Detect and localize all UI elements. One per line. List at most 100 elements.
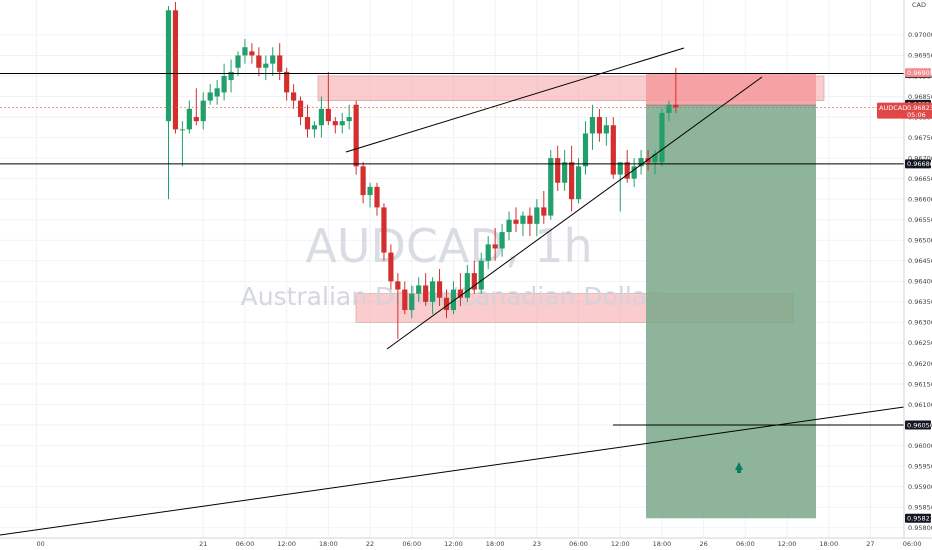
price-tags: 0.969060.969050.96829AUDCAD0.9682305:060… (877, 68, 932, 523)
candle-body (360, 166, 366, 196)
candle-body (631, 166, 637, 179)
candle-body (575, 166, 582, 200)
candle-body (638, 158, 644, 167)
tag-position-target-bg (905, 513, 931, 523)
time-tick-label: 18:00 (486, 540, 505, 548)
candle-body (200, 100, 206, 122)
candle-body (346, 117, 352, 122)
tag-position-target: 0.95823 (907, 515, 932, 523)
candle-body (165, 10, 172, 122)
time-tick-label: 06:00 (569, 540, 588, 548)
time-tick-label: 23 (533, 540, 541, 548)
candle-body (332, 121, 338, 126)
candle-body (416, 285, 422, 294)
time-tick-label: 12:00 (778, 540, 797, 548)
candle-body (221, 75, 227, 93)
arrow-up-icon (735, 462, 743, 473)
candle-body (569, 162, 575, 200)
time-tick-label: 18:00 (819, 540, 838, 548)
candle-body (430, 281, 436, 302)
time-tick-label: 27 (866, 540, 874, 548)
candle-body (666, 104, 672, 113)
candle-body (270, 55, 276, 64)
candle-body (402, 289, 408, 311)
wedge-upper-trendline (345, 47, 685, 153)
time-tick-label: 06:00 (402, 540, 421, 548)
candle-body (659, 112, 665, 163)
current-price-value: 0.96823 (907, 104, 932, 112)
candle-body (395, 281, 401, 290)
candle-body (513, 219, 519, 224)
candles (165, 2, 679, 339)
time-tick-label: 12:00 (611, 540, 630, 548)
candle-body (603, 125, 609, 134)
current-price-countdown: 05:06 (907, 111, 926, 119)
tag-position-stop-bg (905, 68, 931, 78)
candle-body (409, 293, 415, 311)
candle-body (457, 289, 463, 298)
candle-body (450, 289, 457, 311)
candle-body (179, 129, 185, 131)
candle-body (291, 92, 297, 101)
candle-body (207, 92, 213, 101)
position-stop-area (646, 73, 816, 106)
time-tick-label: 06:00 (903, 540, 922, 548)
time-tick-label: 00 (36, 540, 44, 548)
candle-body (624, 162, 630, 179)
candle-body (353, 104, 359, 167)
candle-body (284, 71, 290, 93)
candle-body (374, 186, 380, 208)
time-tick-label: 22 (366, 540, 374, 548)
candle-body (172, 10, 179, 130)
long-term-support-trendline (0, 406, 905, 536)
candle-body (478, 260, 484, 290)
trendlines[interactable] (0, 47, 905, 536)
time-axis-bg (0, 538, 932, 550)
watermark-symbol: AUDCAD, 1h (305, 219, 592, 273)
tag-level-0-96050-bg (905, 420, 931, 430)
candle-body (318, 108, 324, 126)
time-tick-label: 12:00 (277, 540, 296, 548)
time-tick-label: 21 (199, 540, 207, 548)
candle-body (582, 133, 589, 167)
candle-body (423, 285, 429, 302)
candle-body (520, 215, 526, 224)
time-tick-label: 18:00 (653, 540, 672, 548)
candle-body (311, 125, 318, 130)
watermark-description: Australian Dollar/Canadian Dollar (241, 282, 658, 311)
candle-body (193, 117, 199, 122)
candle-body (256, 55, 262, 68)
candle-body (610, 125, 616, 175)
short-position-tool[interactable] (646, 73, 816, 519)
candle-body (471, 273, 477, 290)
wedge-lower-trendline (386, 76, 763, 350)
candle-body (367, 186, 373, 196)
candle-body (541, 207, 547, 216)
time-tick-label: 12:00 (444, 540, 463, 548)
candle-body (214, 88, 220, 97)
candle-body (242, 47, 248, 56)
candle-body (499, 232, 505, 249)
candle-body (492, 244, 498, 249)
current-price-tag-bg (877, 102, 932, 119)
candle-body (464, 273, 470, 298)
candle-body (443, 297, 450, 311)
